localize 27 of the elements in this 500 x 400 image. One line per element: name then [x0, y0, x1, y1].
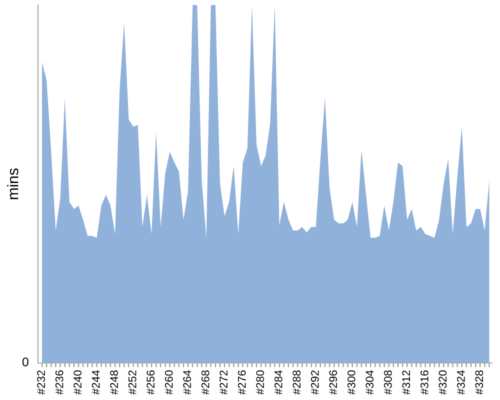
x-tick-label: #308 [384, 370, 392, 395]
x-tick-label: #316 [420, 370, 428, 395]
x-tick-label: #292 [310, 370, 319, 395]
x-tick-label: #304 [366, 370, 374, 395]
x-tick-label: #276 [238, 370, 246, 395]
text: 0 [22, 358, 28, 366]
x-tick-label: #272 [220, 370, 228, 395]
x-tick-label: #288 [292, 370, 301, 395]
x-tick-label: #248 [110, 370, 118, 395]
x-tick-label: #268 [201, 370, 210, 395]
y-axis-title: mins [7, 168, 18, 200]
x-tick-label: #280 [256, 370, 264, 395]
x-tick-label: #320 [438, 370, 447, 395]
x-tick-label: #296 [329, 370, 338, 395]
x-tick-label: #324 [456, 370, 465, 395]
x-tick-label: #260 [164, 370, 173, 395]
x-tick-label: #284 [274, 370, 282, 395]
x-tick-label: #264 [183, 370, 192, 395]
x-tick-label: #300 [347, 370, 356, 395]
x-tick-label: #244 [92, 370, 100, 395]
x-tick-label: #328 [475, 370, 484, 395]
x-tick-label: #240 [74, 370, 82, 395]
x-tick-label: #236 [55, 370, 64, 395]
x-tick-label: #312 [402, 370, 410, 395]
x-tick-label: #232 [37, 370, 45, 395]
x-tick-label: #256 [146, 370, 155, 395]
x-tick-label: #252 [128, 370, 136, 395]
